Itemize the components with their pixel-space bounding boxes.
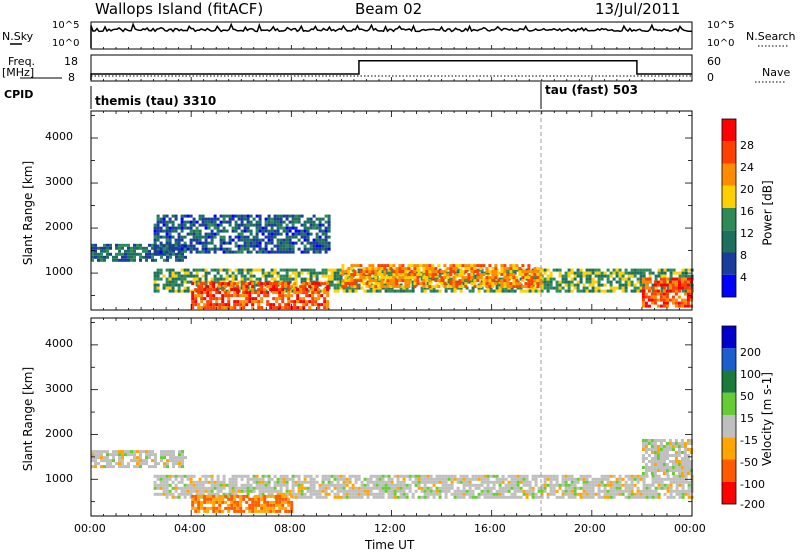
power-cbar-band-6 [722, 252, 736, 275]
power-cbar-tick-24: 24 [740, 161, 754, 174]
power-ytick-2000: 2000 [45, 220, 73, 233]
power-region-1 [153, 214, 331, 254]
power-region-5 [641, 277, 693, 308]
vel-cbar-band-1 [722, 348, 736, 371]
nsearch-label: N.Search [746, 30, 796, 43]
velocity-region-0 [91, 450, 187, 469]
nsky-trace [90, 22, 693, 48]
xlabel: Time UT [365, 538, 415, 552]
vel-cbar-band-6 [722, 459, 736, 482]
vel-cbar-band-4 [722, 415, 736, 438]
power-ytick-4000: 4000 [45, 130, 73, 143]
power-cbar-tick-28: 28 [740, 139, 754, 152]
axis-ticks [90, 45, 693, 516]
vel-cbar-band-5 [722, 437, 736, 460]
velocity-ytick-1000: 1000 [45, 472, 73, 485]
nsky-tick-top: 10^5 [52, 20, 80, 31]
power-cbar-band-2 [722, 163, 736, 186]
power-cbar-band-4 [722, 208, 736, 231]
vel-cbar-band-2 [722, 370, 736, 393]
freq-trace [90, 60, 692, 80]
velocity-ytick-2000: 2000 [45, 427, 73, 440]
xtick-5: 20:00 [574, 522, 606, 535]
vel-cbar-tick-m200: -200 [740, 498, 765, 511]
velocity-cbar-label: Velocity [m s-1] [759, 372, 774, 466]
beam-title: Beam 02 [355, 0, 423, 18]
power-cbar-band-7 [722, 274, 736, 298]
freq-label: Freq. [8, 55, 36, 68]
vel-cbar-tick-200: 200 [740, 346, 761, 359]
nsky-tick-bottom: 10^0 [52, 38, 80, 49]
nsearch-tick-top: 10^5 [707, 20, 735, 31]
velocity-colorbar [721, 325, 737, 505]
date-title: 13/Jul/2011 [595, 0, 681, 18]
vel-cbar-tick-50: 50 [740, 390, 754, 403]
vel-cbar-band-3 [722, 392, 736, 416]
power-cbar-band-1 [722, 141, 736, 164]
power-cbar-band-0 [722, 119, 736, 142]
power-cbar-tick-20: 20 [740, 183, 754, 196]
freq-tick-top: 18 [64, 55, 78, 68]
power-ytick-1000: 1000 [45, 265, 73, 278]
power-ytick-3000: 3000 [45, 175, 73, 188]
power-data-layer [91, 214, 694, 310]
vel-cbar-band-0 [722, 326, 736, 349]
freq-tick-bottom: 8 [68, 71, 75, 84]
nave-tick-bottom: 0 [707, 71, 714, 84]
vel-cbar-tick-15: 15 [740, 412, 754, 425]
cpid-segment-1: themis (tau) 3310 [95, 94, 217, 108]
freq-unit: [MHz] [2, 66, 35, 79]
xtick-3: 12:00 [374, 522, 406, 535]
cpid-label: CPID [4, 88, 34, 101]
nsky-label: N.Sky [2, 30, 34, 43]
xtick-0: 00:00 [74, 522, 106, 535]
vel-cbar-tick-m15: -15 [740, 434, 758, 447]
power-cbar-tick-16: 16 [740, 205, 754, 218]
nave-label: Nave [762, 66, 791, 79]
vel-cbar-tick-100: 100 [740, 368, 761, 381]
power-cbar-tick-12: 12 [740, 227, 754, 240]
xtick-4: 16:00 [474, 522, 506, 535]
velocity-ytick-4000: 4000 [45, 337, 73, 350]
xtick-2: 08:00 [274, 522, 306, 535]
velocity-ytick-3000: 3000 [45, 382, 73, 395]
xtick-6: 00:00 [674, 522, 706, 535]
power-region-3 [191, 282, 330, 310]
power-cbar-tick-8: 8 [740, 249, 747, 262]
vel-cbar-band-7 [722, 481, 736, 505]
power-ylabel: Slant Range [km] [21, 160, 36, 266]
cpid-segment-2: tau (fast) 503 [545, 83, 638, 97]
velocity-ylabel: Slant Range [km] [21, 366, 36, 472]
power-cbar-band-5 [722, 230, 736, 253]
power-cbar-band-3 [722, 185, 736, 209]
velocity-region-2 [191, 494, 294, 513]
velocity-data-layer [91, 439, 694, 513]
power-cbar-tick-4: 4 [740, 271, 747, 284]
xtick-1: 04:00 [174, 522, 206, 535]
power-region-4 [341, 264, 543, 289]
power-region-0 [91, 243, 187, 262]
vel-cbar-tick-m100: -100 [740, 478, 765, 491]
nave-tick-top: 60 [707, 55, 721, 68]
station-title: Wallops Island (fitACF) [95, 0, 264, 18]
nsearch-tick-bottom: 10^0 [707, 38, 735, 49]
power-cbar-label: Power [dB] [760, 180, 775, 246]
power-colorbar [721, 118, 737, 298]
vel-cbar-tick-m50: -50 [740, 456, 758, 469]
nsky-panel [90, 21, 693, 50]
velocity-region-3 [641, 439, 693, 475]
